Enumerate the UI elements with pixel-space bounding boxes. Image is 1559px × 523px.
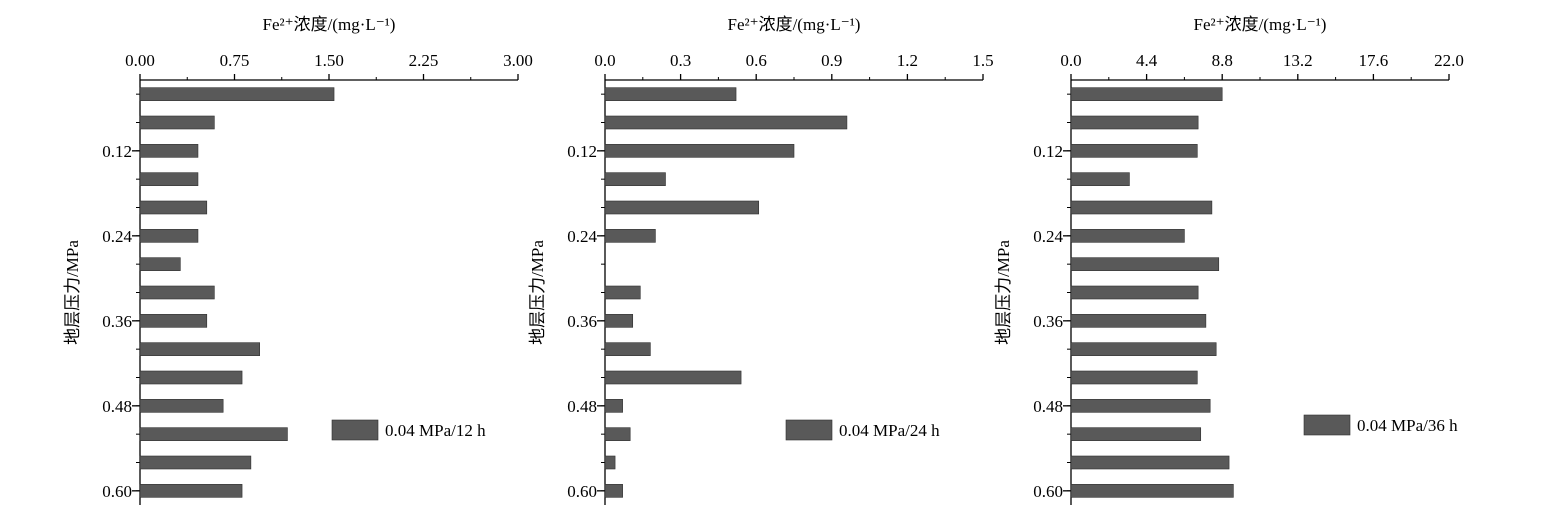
bar — [604, 229, 656, 243]
bar — [1070, 144, 1198, 158]
legend: 0.04 MPa/12 h — [331, 419, 486, 441]
x-tick-label: 0.3 — [670, 51, 691, 70]
bar — [139, 370, 243, 385]
bar — [1070, 285, 1199, 300]
legend-swatch — [1303, 414, 1351, 436]
bar — [139, 484, 243, 498]
bar — [139, 399, 224, 413]
y-tick-label: 0.12 — [1033, 142, 1063, 161]
bar — [604, 427, 631, 441]
bar — [1070, 370, 1198, 385]
y-axis-title: 地层压力/MPa — [528, 240, 547, 345]
bar — [604, 484, 623, 498]
bar — [139, 314, 208, 328]
y-tick-label: 0.24 — [1033, 227, 1063, 246]
x-axis-title: Fe²⁺浓度/(mg·L⁻¹) — [1194, 15, 1327, 34]
y-tick-label: 0.48 — [567, 397, 597, 416]
y-tick-label: 0.36 — [102, 312, 132, 331]
bar — [604, 342, 651, 356]
y-tick-label: 0.12 — [102, 142, 132, 161]
legend-label: 0.04 MPa/24 h — [839, 421, 940, 440]
bar — [604, 285, 641, 300]
bar — [604, 370, 742, 385]
x-tick-label: 4.4 — [1136, 51, 1158, 70]
x-tick-label: 0.00 — [125, 51, 155, 70]
bar — [604, 144, 795, 158]
y-tick-label: 0.48 — [1033, 397, 1063, 416]
bar — [1070, 399, 1211, 413]
x-tick-label: 17.6 — [1359, 51, 1389, 70]
x-axis-title: Fe²⁺浓度/(mg·L⁻¹) — [263, 15, 396, 34]
bar — [1070, 115, 1199, 130]
bar — [1070, 172, 1130, 186]
legend-swatch — [331, 419, 379, 441]
x-tick-label: 0.75 — [220, 51, 250, 70]
bar — [1070, 200, 1213, 215]
x-tick-label: 0.0 — [1060, 51, 1081, 70]
x-tick-label: 0.6 — [746, 51, 767, 70]
legend: 0.04 MPa/24 h — [785, 419, 940, 441]
bar — [604, 455, 616, 470]
legend-swatch — [785, 419, 833, 441]
legend-label: 0.04 MPa/12 h — [385, 421, 486, 440]
bar — [139, 87, 335, 101]
y-axis-title: 地层压力/MPa — [994, 240, 1013, 345]
bar — [1070, 484, 1234, 498]
y-tick-label: 0.12 — [567, 142, 597, 161]
x-tick-label: 1.5 — [972, 51, 993, 70]
bar — [139, 115, 215, 130]
bar — [139, 427, 288, 441]
bar — [139, 172, 199, 186]
bar — [604, 87, 737, 101]
x-tick-label: 2.25 — [409, 51, 439, 70]
x-tick-label: 0.0 — [594, 51, 615, 70]
y-tick-label: 0.24 — [567, 227, 597, 246]
chart-panel-3: 0.0 4.4 8.8 13.2 17.6 22.0 Fe²⁺浓度/(mg·L⁻¹) 0.12… — [994, 15, 1464, 505]
bar — [1070, 427, 1202, 441]
chart-panel-1: 0.00 0.75 1.50 2.25 3.00 Fe²⁺浓度/(mg·L⁻¹) 0.12 0… — [63, 15, 533, 505]
y-tick-label: 0.36 — [1033, 312, 1063, 331]
bar — [139, 257, 181, 271]
bar — [604, 200, 760, 215]
y-tick-label: 0.60 — [1033, 482, 1063, 501]
bar — [604, 172, 666, 186]
y-axis-title: 地层压力/MPa — [63, 240, 82, 345]
x-tick-label: 8.8 — [1212, 51, 1233, 70]
bar — [139, 342, 260, 356]
y-tick-label: 0.60 — [102, 482, 132, 501]
bar — [1070, 87, 1223, 101]
y-tick-label: 0.48 — [102, 397, 132, 416]
bar — [604, 115, 848, 130]
x-tick-label: 0.9 — [821, 51, 842, 70]
bar — [1070, 257, 1220, 271]
bar — [604, 399, 623, 413]
y-tick-label: 0.24 — [102, 227, 132, 246]
bar — [139, 144, 199, 158]
x-tick-label: 3.00 — [503, 51, 533, 70]
bar — [139, 455, 252, 470]
x-tick-label: 22.0 — [1434, 51, 1464, 70]
x-tick-label: 1.2 — [897, 51, 918, 70]
bar — [1070, 314, 1207, 328]
chart-panel-2: 0.0 0.3 0.6 0.9 1.2 1.5 Fe²⁺浓度/(mg·L⁻¹) 0.12 0.2… — [528, 15, 994, 505]
bar — [1070, 342, 1217, 356]
bar — [604, 314, 634, 328]
x-tick-label: 13.2 — [1283, 51, 1313, 70]
bar — [1070, 455, 1230, 470]
bar — [139, 285, 215, 300]
bar — [139, 229, 199, 243]
legend: 0.04 MPa/36 h — [1303, 414, 1458, 436]
legend-label: 0.04 MPa/36 h — [1357, 416, 1458, 435]
bar — [139, 200, 208, 215]
y-tick-label: 0.60 — [567, 482, 597, 501]
x-axis-title: Fe²⁺浓度/(mg·L⁻¹) — [728, 15, 861, 34]
bar — [1070, 229, 1185, 243]
y-tick-label: 0.36 — [567, 312, 597, 331]
x-tick-label: 1.50 — [314, 51, 344, 70]
